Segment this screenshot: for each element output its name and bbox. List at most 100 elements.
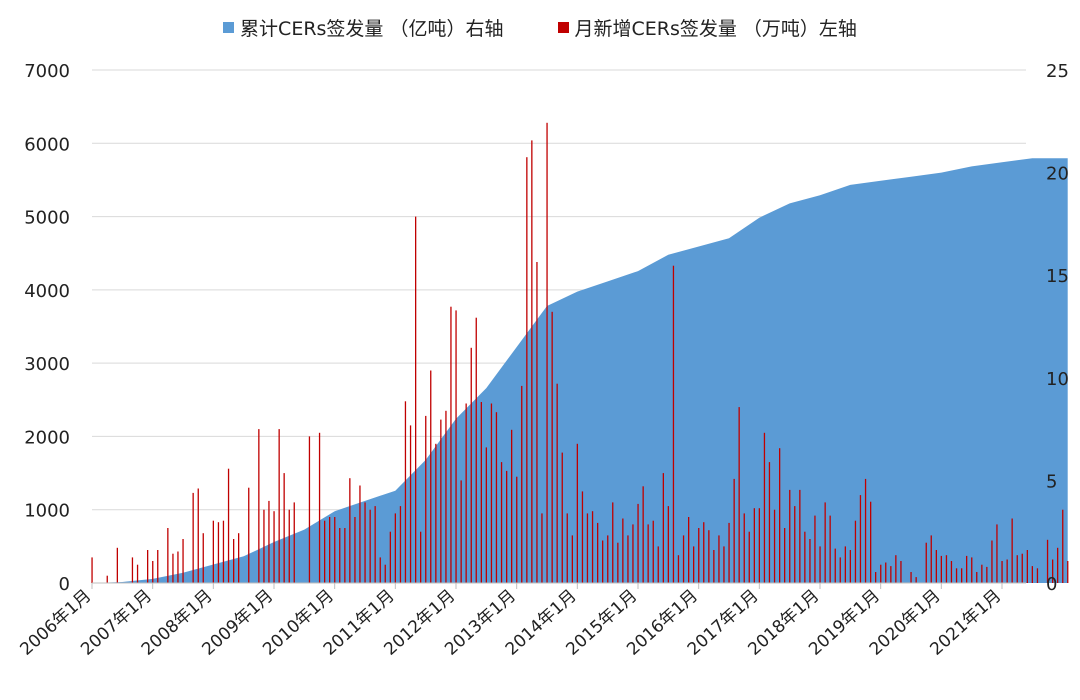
monthly-bar bbox=[561, 452, 563, 583]
monthly-bar bbox=[516, 476, 518, 583]
monthly-bar bbox=[945, 555, 948, 583]
monthly-bar bbox=[374, 506, 376, 583]
monthly-bar bbox=[521, 385, 523, 583]
monthly-bar bbox=[278, 429, 280, 583]
monthly-bar bbox=[885, 562, 887, 583]
monthly-bar bbox=[227, 468, 230, 583]
monthly-bar bbox=[506, 470, 508, 583]
monthly-bar bbox=[495, 412, 498, 583]
monthly-bar bbox=[915, 577, 917, 583]
monthly-bar bbox=[425, 415, 427, 583]
monthly-bar bbox=[637, 503, 639, 583]
monthly-bar bbox=[647, 524, 649, 583]
monthly-bar bbox=[763, 432, 766, 583]
monthly-bar bbox=[779, 448, 781, 583]
monthly-bar bbox=[1046, 539, 1049, 583]
monthly-bar bbox=[536, 262, 538, 583]
monthly-bar bbox=[622, 518, 624, 583]
right-axis-tick-label: 25 bbox=[1046, 61, 1069, 82]
monthly-bar bbox=[167, 528, 169, 583]
monthly-bar bbox=[935, 550, 937, 583]
monthly-bar bbox=[693, 546, 695, 583]
monthly-bar bbox=[581, 491, 584, 583]
monthly-bar bbox=[511, 429, 513, 583]
left-axis-tick-label: 4000 bbox=[24, 281, 70, 302]
monthly-bar bbox=[369, 509, 371, 583]
left-axis-tick-label: 1000 bbox=[24, 501, 70, 522]
right-axis-tick-label: 20 bbox=[1046, 164, 1069, 185]
monthly-bar bbox=[566, 513, 568, 583]
left-axis-tick-label: 7000 bbox=[24, 61, 70, 82]
monthly-bar bbox=[480, 402, 482, 583]
monthly-bar bbox=[607, 535, 609, 583]
left-axis-tick-label: 3000 bbox=[24, 354, 70, 375]
monthly-bar bbox=[642, 486, 644, 583]
monthly-bar bbox=[804, 531, 806, 583]
monthly-bar bbox=[986, 566, 988, 583]
monthly-bar bbox=[991, 540, 993, 583]
monthly-bar bbox=[875, 572, 877, 583]
monthly-bar bbox=[399, 506, 402, 583]
monthly-bar bbox=[182, 539, 184, 583]
monthly-bar bbox=[996, 524, 998, 583]
left-axis-tick-label: 6000 bbox=[24, 134, 70, 155]
monthly-bar bbox=[460, 480, 462, 583]
monthly-bar bbox=[192, 492, 194, 583]
monthly-bar bbox=[546, 122, 548, 584]
legend-item-cumulative: 累计CERs签发量 （亿吨）右轴 bbox=[223, 14, 503, 41]
monthly-bar bbox=[672, 265, 675, 583]
monthly-bar bbox=[864, 478, 867, 583]
monthly-bar bbox=[819, 546, 821, 583]
left-axis-tick-label: 5000 bbox=[24, 208, 70, 229]
monthly-bar bbox=[430, 370, 432, 583]
monthly-bar bbox=[177, 551, 179, 583]
monthly-bar bbox=[1001, 561, 1003, 583]
monthly-bar bbox=[799, 489, 801, 583]
monthly-bar bbox=[576, 443, 578, 583]
monthly-bar bbox=[389, 531, 391, 583]
monthly-bar bbox=[814, 515, 816, 583]
monthly-bar bbox=[698, 528, 700, 583]
monthly-bar bbox=[743, 513, 745, 583]
legend: 累计CERs签发量 （亿吨）右轴 月新增CERs签发量 （万吨）左轴 bbox=[0, 14, 1080, 41]
monthly-bar bbox=[976, 572, 978, 583]
monthly-bar bbox=[652, 520, 654, 583]
monthly-bar bbox=[1062, 509, 1064, 583]
monthly-bar bbox=[268, 500, 270, 583]
monthly-bar bbox=[586, 513, 589, 583]
monthly-bar bbox=[293, 502, 295, 583]
monthly-bar bbox=[809, 539, 811, 583]
monthly-bar bbox=[753, 508, 755, 583]
monthly-bar bbox=[834, 548, 836, 583]
monthly-bar bbox=[950, 561, 953, 583]
monthly-bar bbox=[708, 530, 710, 583]
monthly-bar bbox=[339, 528, 341, 583]
monthly-bar bbox=[131, 557, 134, 583]
monthly-bar bbox=[273, 511, 275, 583]
monthly-bar bbox=[212, 520, 214, 583]
monthly-bar bbox=[662, 473, 664, 583]
monthly-bar bbox=[152, 561, 154, 583]
monthly-bar bbox=[475, 317, 477, 583]
legend-label-cumulative: 累计CERs签发量 （亿吨）右轴 bbox=[240, 18, 504, 40]
monthly-bar bbox=[308, 436, 311, 583]
monthly-bar bbox=[784, 528, 786, 583]
monthly-bar bbox=[1016, 555, 1018, 583]
monthly-bar bbox=[728, 522, 730, 583]
monthly-bar bbox=[197, 488, 199, 583]
monthly-bar bbox=[531, 140, 533, 583]
monthly-bar bbox=[344, 528, 346, 583]
monthly-bar bbox=[551, 311, 553, 583]
monthly-bar bbox=[824, 502, 826, 583]
monthly-bar bbox=[334, 517, 336, 583]
monthly-bar bbox=[768, 462, 771, 583]
legend-item-monthly: 月新增CERs签发量 （万吨）左轴 bbox=[557, 14, 857, 41]
monthly-bar bbox=[116, 547, 118, 583]
monthly-bar bbox=[617, 542, 619, 583]
monthly-bar bbox=[925, 542, 927, 583]
monthly-bar bbox=[1006, 559, 1008, 583]
monthly-bar bbox=[682, 535, 685, 583]
cumulative-area bbox=[92, 158, 1068, 583]
monthly-bar bbox=[612, 502, 614, 583]
